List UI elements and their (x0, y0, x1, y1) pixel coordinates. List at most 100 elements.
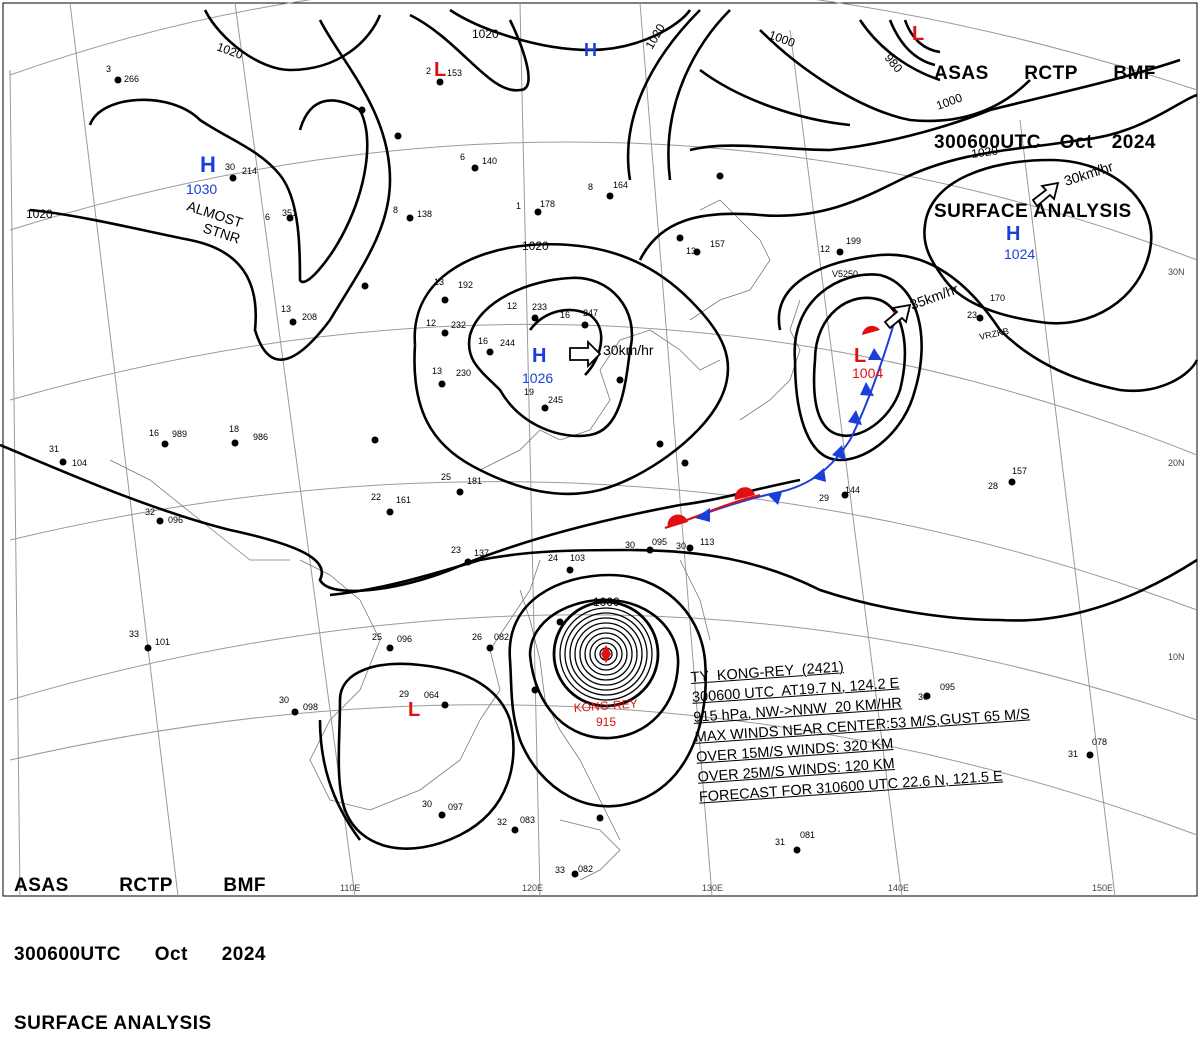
station-pres: 989 (172, 429, 187, 439)
isobar-big-south-2 (329, 548, 1198, 622)
map-mark (552, 600, 660, 708)
station-pres: 140 (482, 156, 497, 166)
cold-front-triangle (860, 382, 874, 396)
isobar-labels: 1020 1020 1020 1020 1020 1020 1000 1000 … (26, 21, 999, 609)
station-temp: 30 (422, 799, 432, 809)
station-pres: 101 (155, 637, 170, 647)
isobar-ne-9 (699, 68, 851, 127)
station-temp: 18 (229, 424, 239, 434)
station-temp: 32 (497, 817, 507, 827)
station-temp: 22 (371, 492, 381, 502)
longitude-100e (69, 2, 179, 897)
longitude-140e (789, 29, 903, 897)
station-pres: 247 (583, 308, 598, 318)
isobar-1020-west (29, 19, 392, 361)
station-temp: 12 (507, 301, 517, 311)
isobar-ne-4 (689, 58, 1181, 152)
map-mark (231, 439, 239, 447)
map-mark (616, 376, 624, 384)
typhoon-center-symbol (601, 645, 611, 663)
header-source: BMF (223, 875, 266, 896)
station-pres: 181 (467, 476, 482, 486)
latitude-0-line (9, 704, 1198, 836)
station-pres: 137 (474, 548, 489, 558)
isobar-label: 1020 (472, 27, 499, 41)
isobar-ne-3 (638, 93, 1198, 261)
map-mark (386, 644, 394, 652)
station-temp: 13 (281, 304, 291, 314)
station-pres: 095 (652, 537, 667, 547)
station-temp: 23 (451, 545, 461, 555)
station-pres: 192 (458, 280, 473, 290)
station-pres: 170 (990, 293, 1005, 303)
station-temp: 25 (372, 632, 382, 642)
header-center: RCTP (1024, 63, 1078, 84)
map-mark (574, 622, 638, 686)
isobar-label: 980 (882, 51, 906, 76)
cold-front-triangle (848, 410, 862, 425)
isobar-east-outer (777, 253, 1199, 393)
cold-front-triangle (768, 492, 782, 505)
header-year: 2024 (221, 944, 266, 965)
map-mark (534, 208, 542, 216)
high-symbol: H (1006, 223, 1020, 245)
map-mark (114, 76, 122, 84)
station-pres: 161 (396, 495, 411, 505)
station-temp: 29 (819, 493, 829, 503)
map-mark (566, 566, 574, 574)
station-id: VRZKB (978, 326, 1009, 342)
map-mark (656, 440, 664, 448)
station-pres: 245 (548, 395, 563, 405)
map-mark (581, 321, 589, 329)
typhoon-name: KONG-REY (573, 697, 638, 715)
map-mark (161, 440, 169, 448)
header-month: Oct (154, 944, 188, 965)
high-symbol: H (532, 345, 546, 367)
isobar-ne-7 (888, 19, 936, 67)
map-mark (594, 642, 618, 666)
map-mark (144, 644, 152, 652)
cold-front-triangle (812, 468, 826, 482)
weather-map: 3 266 30 214 6 351 8 138 2 153 6 140 1 178 8 164… (0, 0, 1199, 897)
map-mark (596, 814, 604, 822)
map-mark (361, 282, 369, 290)
map-mark (531, 314, 539, 322)
low-symbol: L (434, 59, 446, 81)
station-temp: 6 (265, 212, 270, 222)
high-symbol: H (200, 152, 216, 177)
isobar-ne-8 (903, 19, 941, 54)
station-temp: 8 (588, 182, 593, 192)
lat-label: 20N (1168, 458, 1185, 468)
map-mark (564, 612, 648, 696)
station-temp: 26 (472, 632, 482, 642)
station-temp: 16 (149, 428, 159, 438)
map-mark (841, 491, 849, 499)
station-temp: 8 (393, 205, 398, 215)
typhoon-info: TY KONG-REY (2421) 300600 UTC AT19.7 N, … (690, 645, 1035, 808)
typhoon-label: KONG-REY 915 (573, 697, 638, 729)
isobar-inner-high (467, 276, 634, 438)
header-line-1: ASAS RCTP BMF (934, 62, 1156, 85)
lat-label: 10N (1168, 652, 1185, 662)
isobar-north-center (409, 13, 530, 92)
station-temp: 31 (1068, 749, 1078, 759)
station-temp: 16 (560, 310, 570, 320)
header-line-3: SURFACE ANALYSIS (934, 201, 1132, 222)
station-pres: 164 (613, 180, 628, 190)
isobar-east-high (923, 158, 1153, 325)
typhoon-isobars (552, 600, 660, 708)
coastlines (109, 199, 801, 881)
map-mark (156, 517, 164, 525)
lon-label: 130E (702, 883, 723, 893)
station-pres: 064 (424, 690, 439, 700)
station-temp: 30 (625, 540, 635, 550)
map-mark (229, 174, 237, 182)
map-mark (109, 459, 290, 561)
map-mark (976, 314, 984, 322)
latitude-40n (9, 141, 1198, 261)
station-pres: 199 (846, 236, 861, 246)
isobar-ne-5 (759, 29, 1031, 123)
station-pres: 351 (282, 208, 297, 218)
station-temp: 1 (516, 201, 521, 211)
station-id: V5250 (832, 269, 858, 279)
